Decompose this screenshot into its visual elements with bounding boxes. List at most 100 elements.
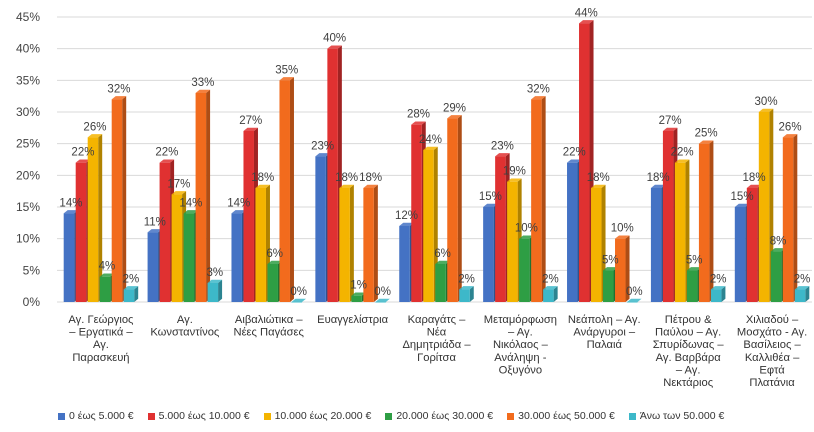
bar [255, 188, 266, 302]
bar-top [279, 77, 294, 81]
bar-top [531, 96, 546, 100]
bar-side [793, 134, 798, 302]
bar-top [758, 108, 774, 112]
bar [447, 118, 458, 302]
x-category-label: Χιλιαδού – [746, 314, 799, 326]
legend-swatch [628, 412, 636, 420]
x-category-label: Μοσχάτο - Αγ. [737, 327, 807, 339]
data-label: 2% [794, 273, 811, 285]
x-category-label: Αγ. [177, 314, 193, 326]
bar [111, 99, 123, 302]
bar-top [411, 121, 426, 125]
x-category-label: Νεκτάριος [663, 377, 713, 389]
legend-label: 5.000 έως 10.000 € [158, 410, 250, 422]
bar [567, 162, 578, 302]
bar-top [543, 286, 558, 290]
bar [603, 270, 614, 302]
bar-top [710, 286, 726, 290]
bar [435, 264, 446, 302]
data-label: 32% [527, 83, 550, 95]
x-category-label: Καραγάτς – [408, 314, 466, 326]
bar [411, 124, 422, 303]
bar-side [349, 184, 354, 302]
legend-item: 10.000 έως 20.000 € [263, 410, 371, 422]
bar-top [75, 159, 91, 163]
bar-top [207, 279, 223, 283]
y-tick-label: 25% [16, 137, 40, 151]
bar-side [98, 134, 103, 302]
bar-top [615, 235, 630, 239]
legend-label: 20.000 έως 30.000 € [396, 410, 494, 422]
bar-top [591, 184, 606, 188]
bar-top [423, 146, 438, 150]
x-category-label: Οξυγόνο [499, 364, 542, 376]
x-category-label: Νέα [427, 327, 447, 339]
data-label: 3% [207, 267, 224, 279]
bar-top [147, 229, 163, 233]
legend-label: 0 έως 5.000 € [69, 410, 134, 422]
data-label: 17% [167, 178, 190, 190]
legend-swatch [263, 412, 271, 420]
bar [123, 289, 135, 302]
bar-top [399, 222, 414, 226]
legend: 0 έως 5.000 € 5.000 έως 10.000 € 10.000 έω… [0, 408, 814, 424]
data-label: 40% [323, 33, 346, 45]
bar [627, 302, 638, 303]
x-category-label: Δημητριάδα – [402, 339, 471, 351]
data-label: 35% [275, 64, 298, 76]
bar-side [721, 286, 726, 302]
bar [159, 162, 171, 302]
x-category-label: Νεάπολη – Αγ. [568, 314, 641, 326]
bar-top [627, 298, 642, 302]
x-category-label: Μεταμόρφωση [484, 314, 557, 326]
x-category-label: Παλαιά [587, 339, 623, 351]
bar-top [315, 153, 330, 157]
data-label: 22% [563, 147, 586, 159]
bar-side [122, 96, 127, 302]
data-label: 5% [686, 254, 703, 266]
y-tick-label: 45% [16, 10, 40, 24]
bar [495, 156, 506, 302]
data-label: 0% [626, 286, 643, 298]
data-label: 5% [602, 254, 619, 266]
data-label: 10% [611, 223, 634, 235]
data-label: 29% [443, 102, 466, 114]
legend-swatch [58, 412, 65, 420]
bar-top [255, 184, 270, 188]
legend-label: Άνω των 50.000 € [639, 410, 725, 422]
bar-top [231, 210, 246, 214]
bar-top [770, 248, 786, 252]
bar-top [734, 203, 750, 207]
bar-top [195, 89, 211, 93]
bar [147, 232, 159, 302]
data-label: 0% [290, 286, 307, 298]
x-category-label: Παρασκευή [72, 352, 129, 364]
bar-top [183, 210, 199, 214]
y-axis: 0% 5% 10% 15% 20% 25% 30% 35% 40% 45% [16, 10, 40, 309]
bar [183, 213, 195, 302]
bar [315, 156, 326, 302]
bar-top [794, 286, 810, 290]
x-category-label: Ανάργυροι – [573, 327, 636, 339]
bar [686, 270, 698, 302]
x-category-label: Πέτρου & [665, 314, 712, 326]
bar [579, 23, 590, 302]
x-category-label: Παύλου – Αγ. [655, 327, 721, 339]
bar [75, 162, 87, 302]
bar [327, 48, 338, 302]
data-label: 24% [419, 134, 442, 146]
bar-top [375, 298, 390, 302]
bar [339, 188, 350, 302]
legend-swatch [147, 412, 155, 420]
y-tick-label: 10% [16, 232, 40, 246]
bar [650, 188, 662, 302]
data-label: 33% [191, 77, 214, 89]
bar [87, 137, 99, 302]
bar [734, 207, 746, 302]
bar-top [63, 210, 79, 214]
data-label: 8% [770, 235, 787, 247]
bar-side [373, 184, 378, 302]
bar-top [339, 184, 354, 188]
